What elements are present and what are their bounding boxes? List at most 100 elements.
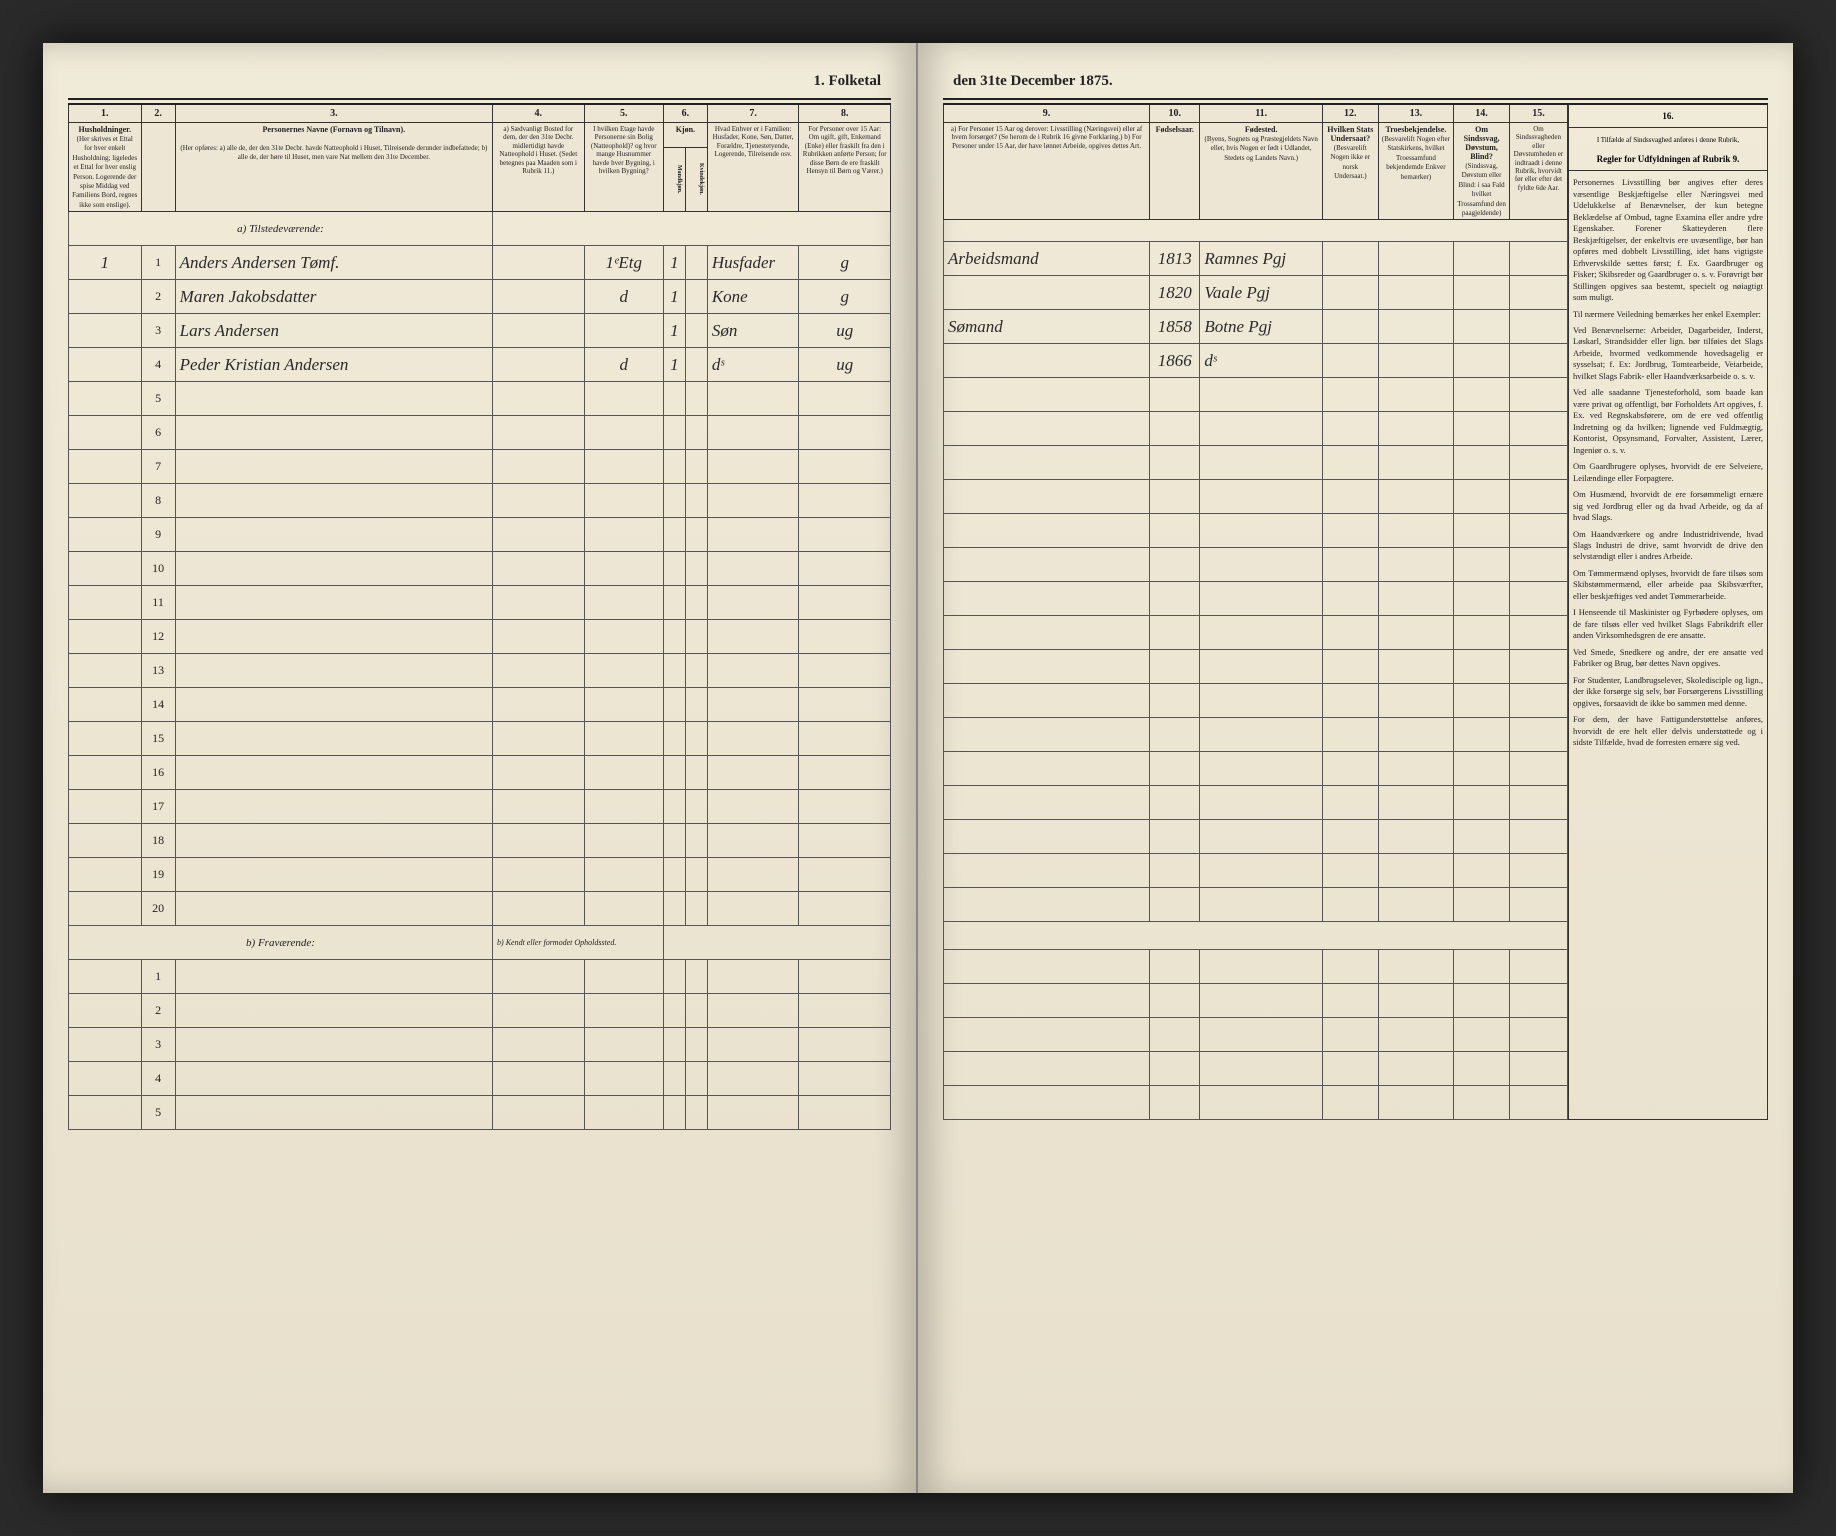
- cell: [493, 756, 585, 790]
- cell: [685, 280, 707, 314]
- cell: [1150, 650, 1200, 684]
- cell: [685, 994, 707, 1028]
- col-num: 2.: [141, 104, 175, 123]
- cell: [1454, 888, 1510, 922]
- cell: [707, 688, 799, 722]
- header-title: Fødested.: [1245, 125, 1278, 134]
- cell: [1378, 786, 1454, 820]
- cell: [584, 1096, 663, 1130]
- col-header: Hvilken Stats Undersaat? (Besvarelift No…: [1322, 123, 1378, 220]
- cell: [493, 790, 585, 824]
- cell: [69, 1028, 142, 1062]
- cell: [1454, 718, 1510, 752]
- table-row: [944, 548, 1568, 582]
- cell: g: [799, 280, 891, 314]
- blank: [944, 922, 1568, 950]
- cell: [1150, 582, 1200, 616]
- cell: [1454, 446, 1510, 480]
- cell: [1200, 950, 1323, 984]
- cell: [707, 994, 799, 1028]
- cell: [1509, 412, 1567, 446]
- col-num: 16.: [1569, 105, 1767, 128]
- cell: [1322, 378, 1378, 412]
- cell: [1322, 786, 1378, 820]
- cell: [799, 586, 891, 620]
- cell: [799, 756, 891, 790]
- cell: [1200, 378, 1323, 412]
- cell: [493, 348, 585, 382]
- cell: [69, 654, 142, 688]
- table-row: 17: [69, 790, 891, 824]
- column-header-row: Husholdninger. (Her skrives et Ettal for…: [69, 123, 891, 148]
- cell: [1322, 820, 1378, 854]
- cell: [707, 586, 799, 620]
- cell: [1509, 820, 1567, 854]
- instruction-paragraph: I Henseende til Maskinister og Fyrbødere…: [1573, 607, 1763, 641]
- col-num: 11.: [1200, 104, 1323, 123]
- cell: [685, 382, 707, 416]
- cell: [1509, 888, 1567, 922]
- cell: [584, 1028, 663, 1062]
- cell-name: [175, 858, 492, 892]
- cell: [69, 858, 142, 892]
- cell: [493, 518, 585, 552]
- cell: [175, 960, 492, 994]
- cell: [685, 518, 707, 552]
- col-header: Om Sindssvagheden eller Døvstumheden er …: [1509, 123, 1567, 220]
- col-subheader: Kvindekjøn.: [685, 147, 707, 212]
- cell: [1509, 752, 1567, 786]
- cell: [663, 756, 685, 790]
- cell: [663, 824, 685, 858]
- col-num: 10.: [1150, 104, 1200, 123]
- cell: [1509, 1018, 1567, 1052]
- cell: d: [584, 280, 663, 314]
- cell: [707, 892, 799, 926]
- cell: [685, 1028, 707, 1062]
- cell: [799, 654, 891, 688]
- header-title: Husholdninger.: [79, 125, 131, 134]
- cell: [1150, 480, 1200, 514]
- col-num: 8.: [799, 104, 891, 123]
- cell: [69, 756, 142, 790]
- cell: [685, 416, 707, 450]
- cell: [944, 650, 1150, 684]
- cell-name: [175, 552, 492, 586]
- absent-persons-section: 12345: [69, 960, 891, 1130]
- cell: [69, 824, 142, 858]
- instructions-column: 16. I Tilfælde af Sindssvaghed anføres i…: [1568, 103, 1768, 1120]
- cell: [1150, 684, 1200, 718]
- col-num: 4.: [493, 104, 585, 123]
- cell: [1322, 310, 1378, 344]
- cell: [1378, 276, 1454, 310]
- cell: [175, 1028, 492, 1062]
- cell: [69, 722, 142, 756]
- row-number: 1: [141, 960, 175, 994]
- cell: [1322, 242, 1378, 276]
- row-number: 3: [141, 314, 175, 348]
- row-number: 3: [141, 1028, 175, 1062]
- cell: [663, 450, 685, 484]
- table-row: 16: [69, 756, 891, 790]
- cell: [944, 786, 1150, 820]
- cell: [584, 1062, 663, 1096]
- row-number: 9: [141, 518, 175, 552]
- cell: [584, 416, 663, 450]
- cell: [944, 820, 1150, 854]
- table-row: 1866 dˢ: [944, 344, 1568, 378]
- cell: [1454, 548, 1510, 582]
- cell: [1378, 548, 1454, 582]
- cell: Arbeidsmand: [944, 242, 1150, 276]
- cell: [685, 756, 707, 790]
- cell: [799, 960, 891, 994]
- table-row: 6: [69, 416, 891, 450]
- cell: [944, 1018, 1150, 1052]
- cell: [1150, 616, 1200, 650]
- cell: [1200, 752, 1323, 786]
- header-desc: (Besvarelift Nogen efter Statskirkens, h…: [1382, 135, 1450, 181]
- cell-name: [175, 688, 492, 722]
- cell: [1200, 888, 1323, 922]
- cell: [1150, 446, 1200, 480]
- cell: [1509, 378, 1567, 412]
- col-header: a) Sædvanligt Bosted for dem, der den 31…: [493, 123, 585, 212]
- cell: [493, 450, 585, 484]
